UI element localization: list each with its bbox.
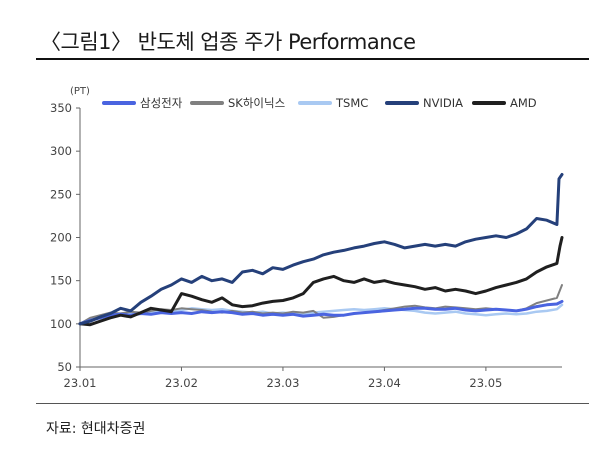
source-note: 자료: 현대차증권 [46, 421, 146, 437]
y-tick-label: 200 [50, 231, 72, 245]
y-tick-label: 100 [50, 317, 72, 331]
x-tick-label: 23.05 [469, 376, 502, 390]
series-line-3 [78, 173, 564, 326]
series-line-0 [78, 299, 564, 326]
x-tick-label: 23.01 [64, 376, 97, 390]
chart-title: 〈그림1〉 반도체 업종 주가 Performance [40, 30, 416, 54]
legend-label: 삼성전자 [140, 96, 183, 110]
footer-divider [36, 403, 589, 404]
legend-label: SK하이닉스 [228, 96, 285, 110]
y-axis: 50 100 150 200 250 300 350 [50, 101, 81, 374]
y-tick-label: 150 [50, 274, 72, 288]
series-line-4 [78, 236, 564, 327]
y-tick-label: 50 [57, 360, 72, 374]
y-axis-unit-label: (PT) [70, 86, 90, 97]
y-tick-label: 350 [50, 101, 72, 115]
legend-label: AMD [510, 96, 537, 110]
x-tick-label: 23.03 [266, 376, 299, 390]
x-tick-label: 23.04 [368, 376, 401, 390]
title-divider [36, 58, 589, 60]
legend: 삼성전자 SK하이닉스 TSMC NVIDIA AMD [102, 96, 537, 110]
series-lines [78, 173, 564, 327]
x-axis: 23.01 23.02 23.03 23.04 23.05 [64, 366, 562, 390]
x-tick-label: 23.02 [165, 376, 198, 390]
y-tick-label: 300 [50, 144, 72, 158]
y-tick-label: 250 [50, 187, 72, 201]
legend-label: NVIDIA [423, 96, 463, 110]
legend-label: TSMC [335, 96, 368, 110]
